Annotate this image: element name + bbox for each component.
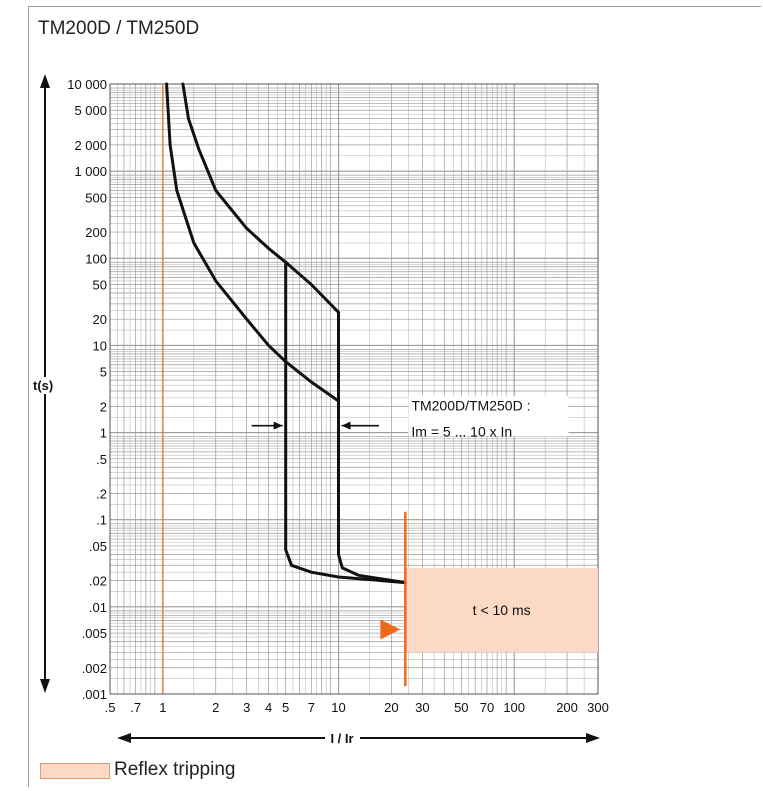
x-tick-label: .7 xyxy=(130,700,141,715)
x-tick-label: 100 xyxy=(503,700,525,715)
tick-labels: 10 000 5 000 2 000 1 000 500 200 100 50 20 10 5 2 1.… xyxy=(67,77,609,715)
reflex-marker xyxy=(380,619,401,640)
y-tick-label: .05 xyxy=(89,539,107,554)
x-tick-label: .5 xyxy=(105,700,116,715)
y-tick-label: 200 xyxy=(85,225,107,240)
curve-2 xyxy=(181,82,340,314)
x-tick-label: 30 xyxy=(415,700,429,715)
y-tick-label: 20 xyxy=(93,312,107,327)
series-layer xyxy=(162,82,407,694)
y-tick-label: .01 xyxy=(89,600,107,615)
y-tick-label: .002 xyxy=(82,661,107,676)
annotations: TM200D/TM250D : Im = 5 ... 10 x In xyxy=(408,396,569,440)
x-tick-label: 200 xyxy=(556,700,578,715)
x-axis-arrowhead-right xyxy=(586,733,600,743)
y-tick-label: .02 xyxy=(89,574,107,589)
y-tick-label: 1 xyxy=(100,426,107,441)
x-tick-label: 1 xyxy=(159,700,166,715)
x-tick-label: 10 xyxy=(331,700,345,715)
x-tick-label: 3 xyxy=(243,700,250,715)
y-tick-label: .005 xyxy=(82,626,107,641)
plot-border xyxy=(109,83,599,695)
y-tick-label: .1 xyxy=(96,513,107,528)
reflex-region xyxy=(405,567,598,653)
x-tick-label: 50 xyxy=(454,700,468,715)
annotation-1: TM200D/TM250D : xyxy=(411,397,530,413)
chart-frame xyxy=(28,6,761,787)
x-tick-label: 70 xyxy=(480,700,494,715)
y-tick-label: 10 xyxy=(93,338,107,353)
range-arrowhead-1 xyxy=(273,421,283,430)
y-tick-label: 50 xyxy=(93,278,107,293)
y-tick-label: .5 xyxy=(96,452,107,467)
reflex-region-layer: t < 10 ms xyxy=(405,567,598,653)
x-tick-label: 2 xyxy=(212,700,219,715)
legend-swatch xyxy=(40,763,110,779)
y-tick-label: 500 xyxy=(85,190,107,205)
x-tick-label: 7 xyxy=(308,700,315,715)
x-tick-label: 20 xyxy=(384,700,398,715)
y-label-backdrop xyxy=(30,377,60,394)
y-tick-label: 2 xyxy=(100,399,107,414)
annotation-box xyxy=(408,396,569,437)
x-tick-label: 300 xyxy=(587,700,609,715)
y-axis-arrowhead-bottom xyxy=(40,679,50,693)
curve-3 xyxy=(284,260,407,585)
y-tick-label: 10 000 xyxy=(67,77,107,92)
annotation-2: Im = 5 ... 10 x In xyxy=(411,424,512,440)
y-axis-arrowhead-top xyxy=(40,74,50,88)
x-axis-label: I / Ir xyxy=(330,731,353,746)
y-tick-label: 1 000 xyxy=(74,164,107,179)
x-axis-arrowhead-left xyxy=(117,733,131,743)
y-tick-label: .001 xyxy=(82,687,107,702)
y-axis-label: t(s) xyxy=(33,378,53,393)
range-arrowhead-2 xyxy=(341,421,351,430)
x-label-backdrop xyxy=(325,730,360,746)
curve-4 xyxy=(337,310,407,585)
curve-1 xyxy=(165,82,340,403)
page-title: TM200D / TM250D xyxy=(38,18,200,39)
reflex-region-label: t < 10 ms xyxy=(473,602,531,618)
y-tick-label: .2 xyxy=(96,486,107,501)
x-tick-label: 4 xyxy=(265,700,272,715)
legend-label: Reflex tripping xyxy=(114,759,236,780)
y-tick-label: 5 xyxy=(100,365,107,380)
axis-arrows xyxy=(30,74,600,746)
x-tick-label: 5 xyxy=(282,700,289,715)
y-tick-label: 2 000 xyxy=(74,138,107,153)
y-tick-label: 5 000 xyxy=(74,103,107,118)
y-tick-label: 100 xyxy=(85,251,107,266)
